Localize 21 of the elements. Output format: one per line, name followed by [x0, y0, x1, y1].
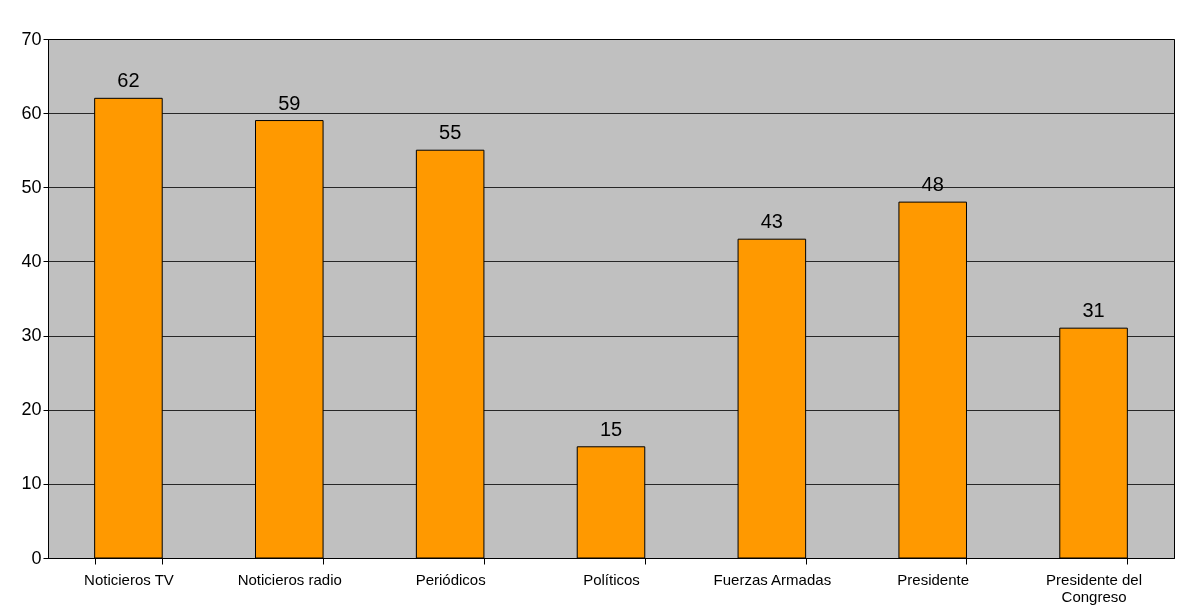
y-tick-label: 20 — [21, 399, 42, 420]
y-tick-label: 0 — [31, 547, 42, 568]
y-tick-label: 40 — [21, 250, 42, 271]
data-label: 15 — [599, 417, 623, 440]
x-tick-label: Noticieros TV — [84, 570, 174, 588]
x-tick-label: Periódicos — [415, 570, 486, 588]
y-tick-label: 70 — [21, 28, 42, 49]
y-tick-label: 50 — [21, 176, 42, 197]
x-tick-label: Fuerzas Armadas — [713, 570, 832, 588]
x-tick-label: Políticos — [583, 570, 640, 588]
x-tick-label: Presidente del Congreso — [1046, 570, 1143, 605]
y-tick-label: 60 — [21, 102, 42, 123]
y-tick-label: 10 — [21, 473, 42, 494]
x-tick-label: Presidente — [897, 570, 970, 588]
data-label: 55 — [439, 121, 462, 144]
data-label: 31 — [1082, 299, 1105, 322]
x-tick-label: Noticieros radio — [237, 570, 342, 588]
y-tick-label: 30 — [21, 325, 42, 346]
data-label: 62 — [117, 69, 140, 92]
data-label: 43 — [760, 210, 783, 233]
data-label: 59 — [278, 91, 301, 114]
